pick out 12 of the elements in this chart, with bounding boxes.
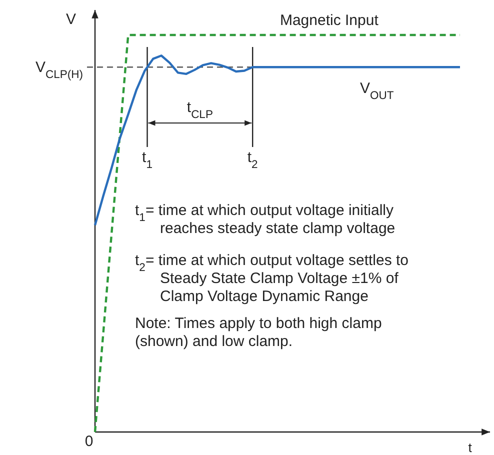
y-axis-title: V <box>66 11 76 28</box>
annotation: t$_{2}$= time at which output voltage settles to Steady State Clamp Voltage ±1% of Clamp Voltage Dynamic Range <box>135 252 409 305</box>
annotation: t$_{1}$= time at which output voltage initially reaches steady state clamp voltage <box>135 202 396 237</box>
annotation: t$_{1}$ <box>142 149 152 171</box>
annotation: t$_{CLP}$ <box>186 99 213 121</box>
series-label: Magnetic Input <box>280 12 380 29</box>
text: 0 <box>84 433 94 450</box>
annotation: Note: Times apply to both high clamp (shown) and low clamp. <box>135 315 382 350</box>
ref-line-label: V$_{CLP(H)}$ <box>35 59 84 82</box>
x-axis-title: t <box>468 440 472 455</box>
annotation: t$_{2}$ <box>247 149 258 171</box>
series-label: V$_{OUT}$ <box>360 80 394 102</box>
